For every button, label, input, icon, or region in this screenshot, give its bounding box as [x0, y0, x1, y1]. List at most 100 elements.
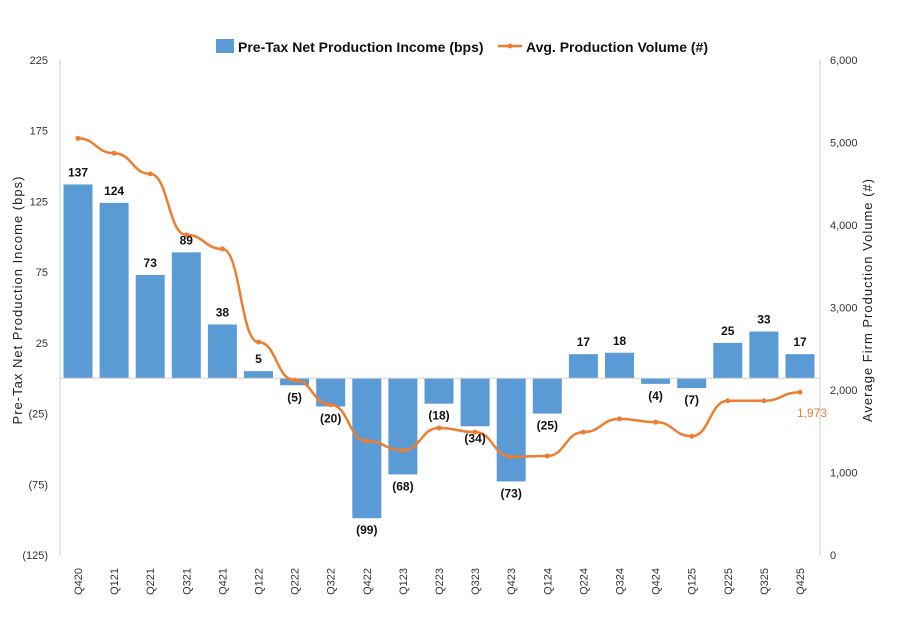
bar-data-label: 73: [144, 256, 158, 270]
volume-point: [544, 453, 550, 459]
bar: [605, 352, 634, 379]
legend-swatch-bar: [216, 39, 234, 53]
legend-label-bar: Pre-Tax Net Production Income (bps): [238, 39, 484, 55]
y-tick-left: 175: [30, 126, 48, 138]
volume-point: [111, 150, 117, 156]
volume-point: [256, 339, 261, 345]
x-tick: Q322: [326, 568, 338, 595]
volume-point: [292, 377, 298, 383]
y-tick-left: 225: [30, 55, 48, 67]
x-tick: Q121: [109, 568, 121, 595]
volume-point: [580, 429, 586, 435]
bar: [244, 371, 273, 379]
x-tick: Q221: [145, 568, 157, 595]
bar: [63, 184, 93, 379]
y-tick-left: (75): [28, 479, 48, 491]
bar-data-label: 25: [721, 324, 735, 338]
x-tick: Q225: [723, 568, 735, 595]
volume-point: [797, 389, 803, 395]
y-tick-right: 2,000: [830, 385, 858, 397]
volume-point: [472, 429, 478, 435]
volume-point: [328, 402, 334, 408]
volume-point: [725, 398, 731, 404]
bar: [207, 324, 237, 379]
bar-data-label: 17: [577, 335, 591, 349]
bar-data-label: (5): [287, 390, 302, 404]
bar: [135, 274, 165, 379]
volume-point: [508, 454, 514, 460]
x-tick: Q422: [362, 568, 374, 595]
bar-data-label: (68): [392, 479, 413, 493]
y-tick-left: (25): [28, 409, 48, 421]
legend: Pre-Tax Net Production Income (bps) Avg.…: [216, 39, 708, 55]
x-tick: Q421: [217, 568, 229, 595]
x-tick: Q324: [615, 568, 627, 595]
y-tick-left: 25: [36, 338, 48, 350]
volume-point: [761, 398, 767, 404]
bar-data-label: 18: [613, 334, 627, 348]
volume-end-label: 1,973: [797, 406, 827, 420]
bar: [352, 378, 382, 519]
bar: [496, 378, 526, 482]
bar-data-label: 137: [68, 165, 88, 179]
volume-point: [364, 438, 370, 444]
x-tick: Q123: [398, 568, 410, 595]
volume-point: [400, 447, 406, 453]
bar: [568, 354, 598, 379]
bar-data-label: (20): [320, 412, 341, 426]
x-tick: Q325: [759, 568, 771, 595]
volume-point: [653, 419, 659, 425]
bar: [99, 202, 129, 379]
y-tick-right: 3,000: [830, 303, 858, 315]
y-tick-right: 6,000: [830, 55, 858, 67]
x-tick: Q420: [73, 568, 85, 595]
y-axis-right-title: Average Firm Production Volume (#): [860, 178, 875, 422]
bar: [388, 378, 418, 475]
bar-data-label: (18): [428, 409, 449, 423]
bar: [171, 252, 201, 379]
legend-label-line: Avg. Production Volume (#): [526, 39, 708, 55]
bar: [532, 378, 562, 414]
volume-point: [147, 171, 153, 177]
y-tick-right: 4,000: [830, 220, 858, 232]
bar-data-label: (99): [356, 523, 377, 537]
legend-swatch-marker: [507, 43, 513, 49]
bar: [677, 378, 707, 389]
volume-point: [617, 416, 622, 422]
x-tick: Q124: [542, 568, 554, 595]
x-tick: Q321: [181, 568, 193, 595]
x-tick: Q122: [254, 568, 266, 595]
bar-data-label: 124: [104, 184, 124, 198]
y-tick-right: 1,000: [830, 468, 858, 480]
x-tick: Q425: [795, 568, 807, 595]
volume-line: [77, 137, 801, 459]
x-tick: Q323: [470, 568, 482, 595]
volume-point: [183, 232, 189, 238]
volume-point: [689, 433, 695, 439]
x-tick: Q224: [578, 568, 590, 595]
x-tick: Q423: [506, 568, 518, 595]
bar: [713, 342, 743, 379]
y-tick-left: 75: [36, 267, 48, 279]
volume-point: [75, 135, 81, 141]
y-tick-left: 125: [30, 196, 48, 208]
x-tick: Q125: [687, 568, 699, 595]
y-tick-right: 0: [830, 550, 836, 562]
bar-data-label: 17: [793, 335, 807, 349]
bar: [424, 378, 454, 404]
bar-data-label: (73): [501, 486, 522, 500]
x-tick: Q223: [434, 568, 446, 595]
bar-data-label: (7): [684, 393, 699, 407]
bar-data-label: 5: [255, 352, 262, 366]
volume-point: [436, 425, 442, 431]
x-tick: Q424: [651, 568, 663, 595]
bar-data-label: (4): [648, 389, 663, 403]
bar-data-label: 38: [216, 305, 230, 319]
bar-data-label: 89: [180, 233, 194, 247]
y-tick-right: 5,000: [830, 138, 858, 150]
bar-data-label: 33: [757, 313, 771, 327]
x-tick: Q222: [290, 568, 302, 595]
bar-data-label: (25): [537, 419, 558, 433]
bar: [460, 378, 490, 427]
bar: [749, 331, 779, 379]
